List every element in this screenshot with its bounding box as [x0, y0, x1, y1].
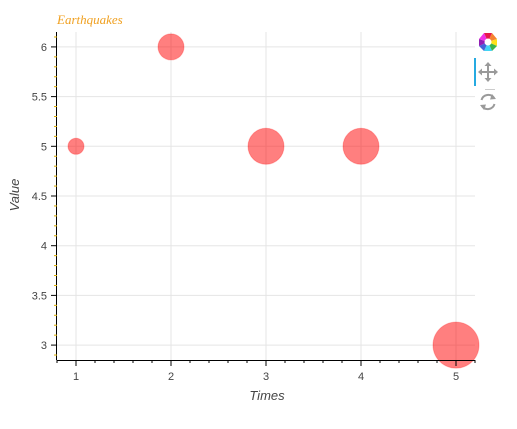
y-tick-label: 3: [41, 340, 47, 352]
y-tick-label: 6: [41, 42, 47, 54]
scatter-point[interactable]: [432, 321, 480, 369]
reset-tool-icon[interactable]: [476, 90, 502, 116]
x-axis-label: Times: [249, 388, 285, 403]
y-axis: 3 3.5 4 4.5 5 5.5 6: [32, 32, 57, 360]
x-tick-label: 5: [453, 371, 459, 383]
scatter-point[interactable]: [67, 137, 85, 155]
scatter-point[interactable]: [342, 127, 380, 165]
toolbar: [474, 30, 504, 120]
grid: [57, 32, 475, 360]
x-tick-label: 1: [73, 371, 79, 383]
y-tick-label: 3.5: [32, 290, 47, 302]
scatter-point[interactable]: [247, 127, 285, 165]
toolbar-separator: [485, 89, 495, 90]
y-tick-label: 5.5: [32, 92, 47, 104]
y-tick-label: 4: [41, 241, 47, 253]
y-tick-label: 4.5: [32, 191, 47, 203]
y-tick-label: 5: [41, 141, 47, 153]
chart-title: Earthquakes: [56, 12, 123, 27]
data-points[interactable]: [67, 33, 480, 369]
x-tick-label: 2: [168, 371, 174, 383]
bokeh-logo-icon[interactable]: [476, 30, 502, 56]
x-tick-label: 4: [358, 371, 364, 383]
active-tool-indicator: [474, 58, 476, 86]
y-axis-label: Value: [7, 179, 22, 212]
x-tick-label: 3: [263, 371, 269, 383]
scatter-point[interactable]: [157, 33, 185, 61]
pan-tool-icon[interactable]: [476, 60, 502, 86]
x-axis: 1 2 3 4 5: [56, 360, 476, 383]
